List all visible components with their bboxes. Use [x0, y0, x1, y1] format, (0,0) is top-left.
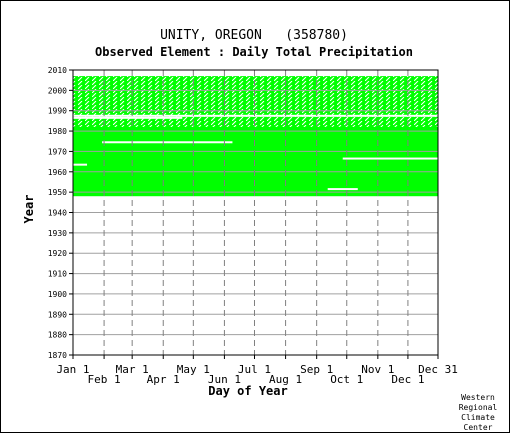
y-tick-label: 1960: [48, 168, 67, 177]
x-tick-label-lower: Oct 1: [330, 373, 363, 386]
credit-line-4: Center: [464, 423, 493, 432]
y-tick-label: 1920: [48, 249, 67, 258]
x-tick-label-lower: Dec 1: [391, 373, 424, 386]
data-layer: [73, 76, 438, 197]
plot-area: [72, 69, 439, 356]
credit-block: Western Regional Climate Center: [459, 393, 498, 432]
grid-layer: [73, 70, 438, 355]
y-tick-label: 1870: [48, 351, 67, 360]
x-tick-label-upper: Mar 1: [116, 363, 149, 376]
gap-row: [73, 163, 88, 166]
x-tick-label-upper: Jan 1: [56, 363, 89, 376]
x-tick-label-lower: Apr 1: [147, 373, 180, 386]
gap-row: [342, 157, 438, 160]
credit-line-3: Climate: [461, 413, 495, 422]
chart-subtitle: Observed Element : Daily Total Precipita…: [95, 45, 413, 59]
y-tick-label: 1980: [48, 127, 67, 136]
x-tick-label-upper: Dec 31: [418, 363, 458, 376]
gap-row: [102, 141, 233, 144]
y-tick-label: 2010: [48, 66, 67, 75]
y-tick-label: 1940: [48, 209, 67, 218]
credit-line-2: Regional: [459, 403, 498, 412]
x-tick-label-upper: Sep 1: [300, 363, 333, 376]
gap-row: [73, 114, 438, 117]
x-tick-label-lower: Aug 1: [269, 373, 302, 386]
y-tick-label: 1970: [48, 147, 67, 156]
y-axis: 1870 1880 1890 1900 1910 1920 1930 1940 1950 1960…: [48, 66, 73, 360]
chart-title: UNITY, OREGON (358780): [160, 28, 348, 43]
y-tick-label: 1880: [48, 331, 67, 340]
y-tick-label: 2000: [48, 86, 67, 95]
credit-line-1: Western: [461, 393, 495, 402]
y-tick-label: 1950: [48, 188, 67, 197]
y-axis-label: Year: [22, 195, 36, 224]
x-tick-label-lower: Jun 1: [208, 373, 241, 386]
y-tick-label: 1910: [48, 270, 67, 279]
gap-row: [73, 116, 183, 119]
y-tick-label: 1900: [48, 290, 67, 299]
x-tick-label-upper: Jul 1: [238, 363, 271, 376]
x-tick-label-upper: May 1: [177, 363, 210, 376]
coverage-dense: [73, 127, 438, 197]
y-tick-label: 1890: [48, 310, 67, 319]
x-axis: Jan 1 Mar 1 May 1 Jul 1 Sep 1 Nov 1 Dec 31 Feb …: [56, 355, 458, 386]
coverage-sparse: [73, 76, 438, 127]
y-tick-label: 1990: [48, 107, 67, 116]
x-axis-label: Day of Year: [208, 384, 287, 398]
y-tick-label: 1930: [48, 229, 67, 238]
gap-row: [327, 188, 358, 191]
x-tick-label-upper: Nov 1: [361, 363, 394, 376]
x-tick-label-lower: Feb 1: [88, 373, 121, 386]
